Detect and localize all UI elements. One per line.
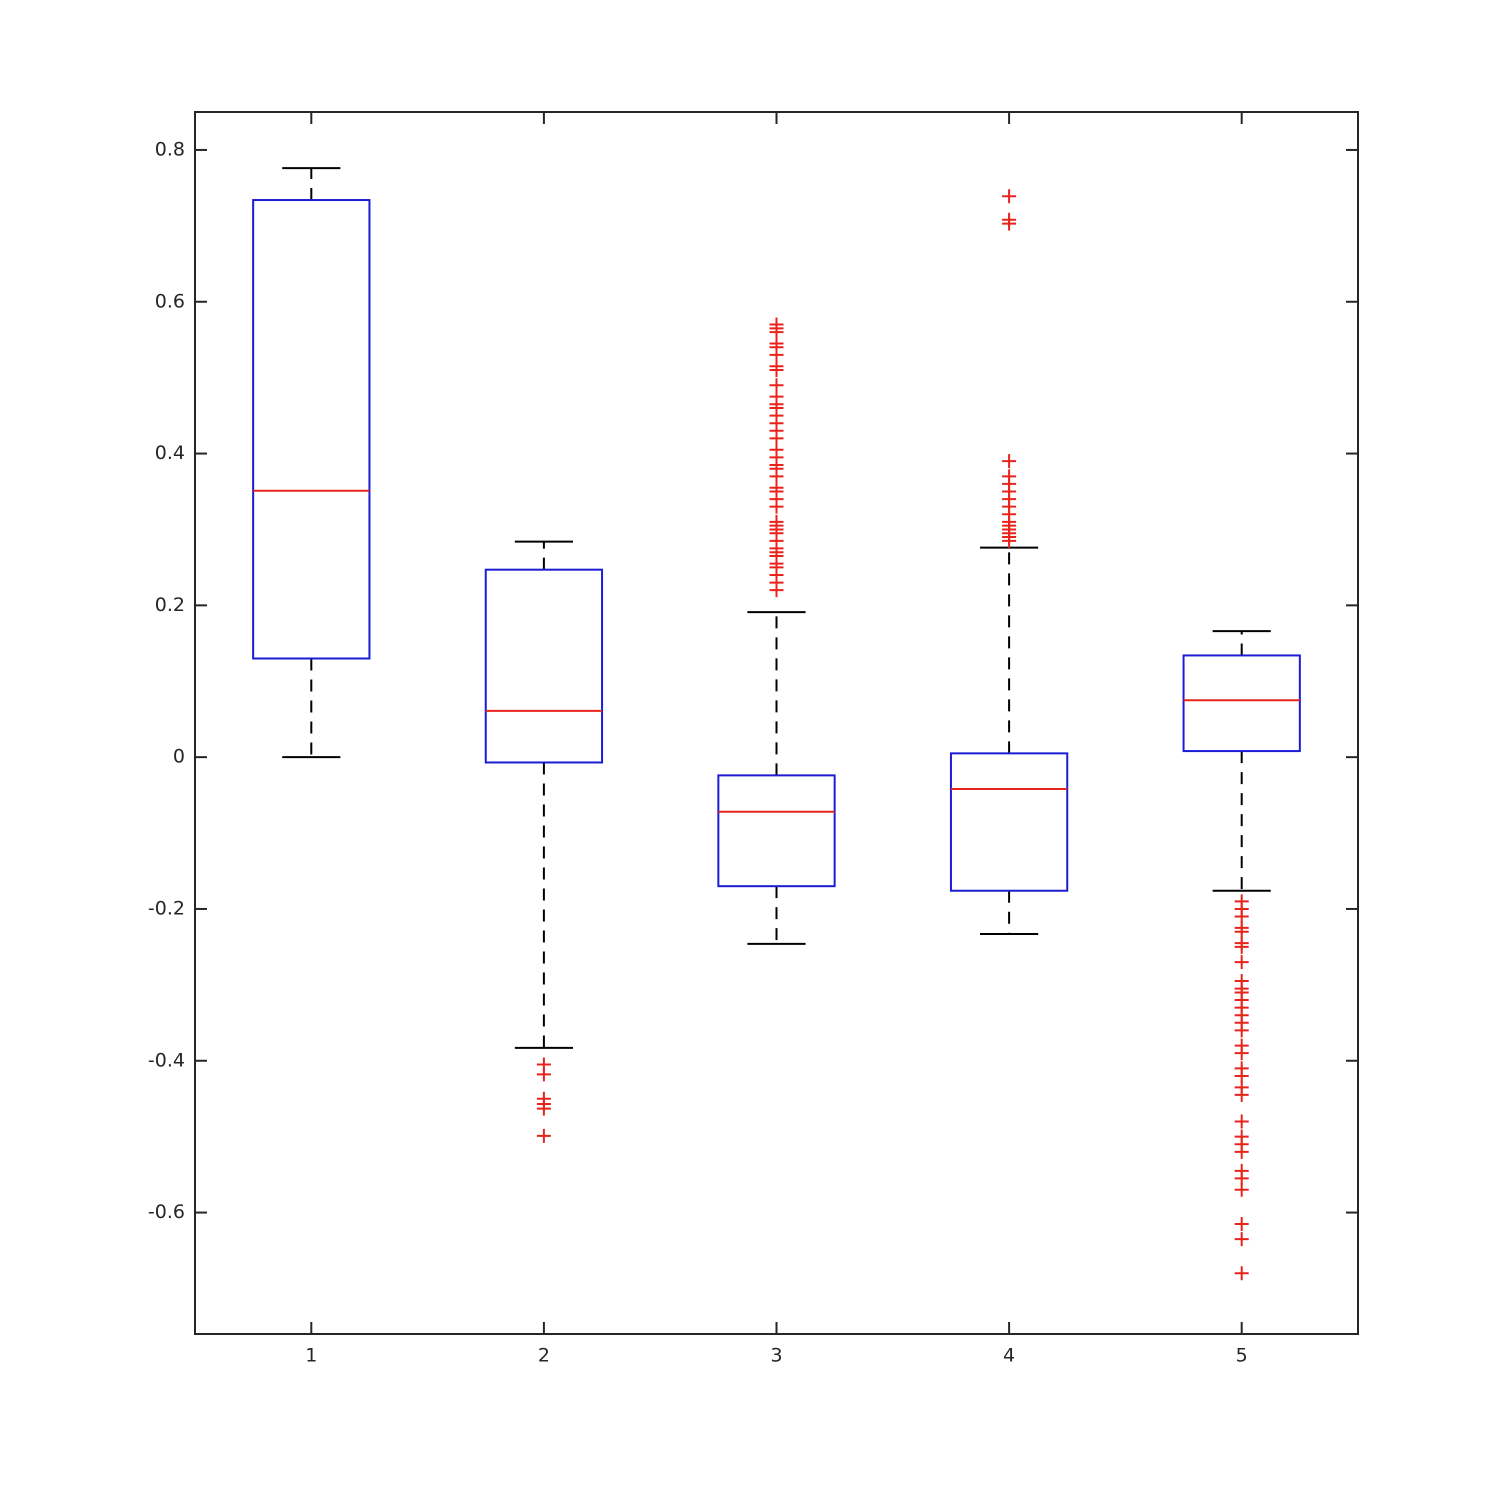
outlier bbox=[1002, 189, 1017, 204]
x-tick-label: 1 bbox=[305, 1345, 317, 1367]
box bbox=[484, 568, 604, 764]
outlier bbox=[769, 363, 784, 378]
outlier bbox=[1002, 216, 1017, 231]
outlier bbox=[1234, 1216, 1249, 1231]
outlier bbox=[1234, 1182, 1249, 1197]
outlier bbox=[1234, 1266, 1249, 1281]
x-tick-label: 5 bbox=[1236, 1345, 1248, 1367]
outlier bbox=[536, 1128, 551, 1143]
x-tick-label: 3 bbox=[770, 1345, 782, 1367]
outlier bbox=[1234, 1232, 1249, 1247]
y-tick-label: 0.8 bbox=[155, 138, 185, 160]
box bbox=[1182, 654, 1301, 753]
y-tick-label: 0.6 bbox=[155, 290, 185, 312]
outlier bbox=[769, 499, 784, 514]
outlier bbox=[1234, 1144, 1249, 1159]
outlier bbox=[1234, 1087, 1249, 1102]
y-tick-label: 0 bbox=[173, 746, 185, 768]
y-tick-label: 0.2 bbox=[155, 594, 185, 616]
y-tick-label: -0.4 bbox=[148, 1049, 185, 1071]
outlier bbox=[1234, 939, 1249, 954]
outlier bbox=[1002, 533, 1017, 548]
outlier bbox=[1002, 454, 1017, 469]
box bbox=[949, 752, 1069, 892]
outlier bbox=[1234, 1046, 1249, 1061]
outlier bbox=[1234, 1114, 1249, 1129]
outlier bbox=[536, 1101, 551, 1116]
outlier bbox=[1234, 955, 1249, 970]
y-tick-label: 0.4 bbox=[155, 442, 185, 464]
box bbox=[252, 199, 371, 660]
x-tick-label: 2 bbox=[538, 1345, 550, 1367]
x-tick-label: 4 bbox=[1003, 1345, 1015, 1367]
outlier bbox=[769, 583, 784, 598]
y-tick-label: -0.6 bbox=[148, 1201, 185, 1223]
outlier bbox=[1234, 1023, 1249, 1038]
box bbox=[717, 774, 836, 888]
y-tick-label: -0.2 bbox=[148, 897, 185, 919]
outlier bbox=[536, 1067, 551, 1082]
